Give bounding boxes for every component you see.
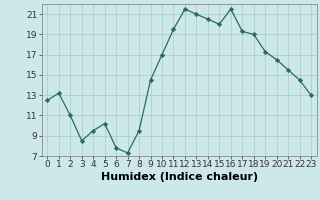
X-axis label: Humidex (Indice chaleur): Humidex (Indice chaleur) [100, 172, 258, 182]
